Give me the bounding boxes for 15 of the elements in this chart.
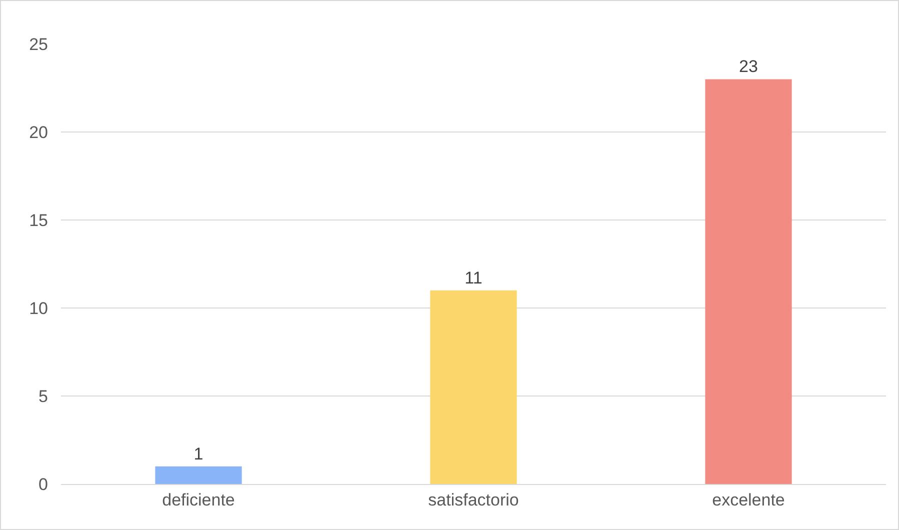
data-label: 11: [464, 268, 482, 288]
y-tick-label: 20: [29, 122, 48, 142]
data-label: 23: [739, 57, 758, 76]
y-tick-label: 15: [29, 210, 48, 230]
y-tick-label: 10: [29, 298, 48, 318]
y-tick-label: 25: [29, 34, 48, 54]
bar: [430, 290, 517, 484]
bar: [155, 466, 242, 484]
y-tick-label: 5: [38, 386, 48, 406]
x-tick-label: deficiente: [162, 490, 235, 510]
x-tick-label: satisfactorio: [428, 490, 519, 510]
bar: [705, 79, 792, 484]
data-label: 1: [194, 444, 204, 464]
x-tick-label: excelente: [712, 490, 785, 510]
y-tick-label: 0: [38, 474, 48, 494]
